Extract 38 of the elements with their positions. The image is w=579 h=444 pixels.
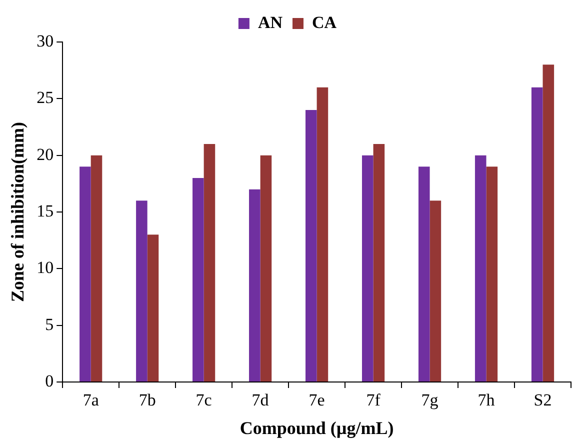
x-tick-label: 7a (82, 390, 100, 410)
bar (486, 166, 498, 382)
y-tick-label: 20 (36, 144, 54, 164)
bar (204, 144, 216, 382)
bar (418, 166, 430, 382)
x-tick-label: 7g (421, 390, 439, 410)
legend-label: CA (312, 12, 338, 32)
x-tick-label: 7e (308, 390, 325, 410)
legend-label: AN (258, 12, 284, 32)
bar (362, 155, 374, 382)
bar (542, 64, 554, 382)
y-tick-label: 10 (36, 258, 54, 278)
y-axis-title: Zone of inhibition(mm) (7, 122, 28, 302)
bar (80, 166, 91, 382)
bar (260, 155, 272, 382)
x-tick-label: 7h (478, 390, 496, 410)
bar (136, 200, 148, 382)
x-axis-title: Compound (µg/mL) (240, 418, 394, 438)
y-tick-label: 5 (45, 314, 54, 334)
y-tick-label: 30 (36, 31, 54, 50)
y-tick-label: 0 (45, 371, 54, 390)
x-tick-label: 7c (196, 390, 212, 410)
bar (531, 87, 543, 382)
x-tick-label: 7d (252, 390, 270, 410)
x-tick-label: S2 (534, 390, 552, 410)
bar (316, 87, 328, 382)
bar (90, 155, 102, 382)
bar (147, 234, 159, 382)
y-tick-label: 15 (36, 201, 54, 220)
x-tick-label: 7f (366, 390, 381, 410)
bar (306, 110, 317, 382)
bar (430, 200, 442, 382)
bar (192, 178, 204, 382)
x-tick-label: 7b (138, 390, 156, 410)
y-tick-label: 25 (36, 88, 54, 108)
bar (373, 144, 385, 382)
bar (474, 155, 486, 382)
bar (249, 189, 260, 382)
